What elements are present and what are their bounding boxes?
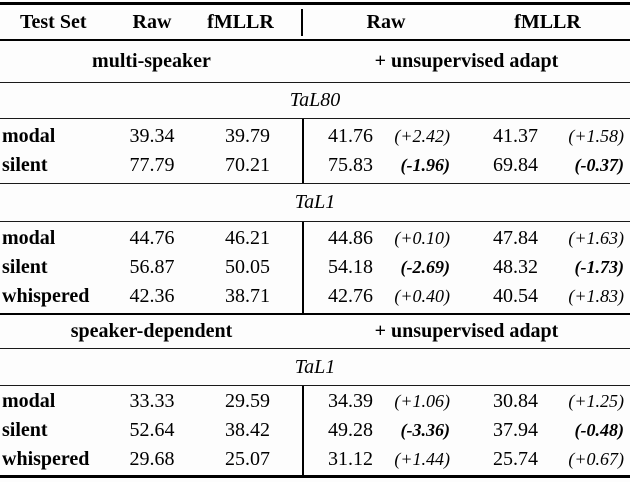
table-row: silent 52.64 38.42 49.28 (-3.36) 37.94 (… — [0, 416, 630, 445]
col-header-test-set: Test Set — [20, 10, 87, 33]
col-header-adapt-raw: Raw — [366, 10, 406, 33]
top-rule — [0, 2, 630, 5]
column-header-row: Test Set Raw fMLLR Raw fMLLR — [0, 5, 630, 39]
cell-raw: 52.64 — [129, 419, 175, 441]
vertical-divider — [302, 386, 304, 475]
divider-rule — [0, 118, 630, 119]
col-header-fmllr: fMLLR — [207, 10, 274, 33]
section-rule — [0, 313, 630, 315]
cell-adapt-fmllr-delta: (+1.83) — [568, 286, 624, 306]
cell-raw: 42.36 — [129, 285, 175, 307]
section-band-multi-speaker: multi-speaker + unsupervised adapt — [0, 41, 630, 82]
divider-rule — [0, 82, 630, 83]
cell-raw: 33.33 — [129, 390, 175, 412]
cell-raw: 77.79 — [129, 154, 175, 176]
dataset-label-tal1-sd: TaL1 — [294, 355, 336, 378]
cell-fmllr: 46.21 — [225, 227, 270, 249]
cell-fmllr: 25.07 — [225, 448, 270, 470]
row-label: silent — [2, 256, 48, 278]
header-vertical-divider — [301, 9, 303, 36]
bottom-rule — [0, 475, 630, 478]
band-label-left: speaker-dependent — [70, 320, 233, 342]
cell-adapt-fmllr: 30.84 — [493, 390, 538, 412]
cell-adapt-fmllr: 69.84 — [493, 154, 538, 176]
cell-adapt-fmllr-delta: (+1.63) — [568, 228, 624, 248]
cell-raw: 39.34 — [129, 125, 175, 147]
band-label-right: + unsupervised adapt — [374, 320, 559, 342]
cell-fmllr: 39.79 — [225, 125, 270, 147]
cell-adapt-raw: 42.76 — [328, 285, 373, 307]
cell-fmllr: 38.71 — [225, 285, 270, 307]
col-header-raw: Raw — [132, 10, 172, 33]
vertical-divider — [302, 119, 304, 183]
cell-adapt-raw: 34.39 — [328, 390, 373, 412]
band-label-left: multi-speaker — [92, 50, 211, 72]
table-row: whispered 29.68 25.07 31.12 (+1.44) 25.7… — [0, 445, 630, 474]
table-row: silent 77.79 70.21 75.83 (-1.96) 69.84 (… — [0, 151, 630, 180]
cell-adapt-raw-delta: (+1.06) — [394, 391, 450, 411]
cell-adapt-fmllr: 47.84 — [493, 227, 538, 249]
row-label: modal — [2, 227, 56, 249]
cell-adapt-raw: 44.86 — [328, 227, 373, 249]
cell-raw: 56.87 — [129, 256, 175, 278]
dataset-label-tal80: TaL80 — [289, 89, 341, 111]
cell-adapt-fmllr: 25.74 — [493, 448, 538, 470]
table-row: modal 33.33 29.59 34.39 (+1.06) 30.84 (+… — [0, 387, 630, 416]
header-rule — [0, 39, 630, 41]
cell-adapt-raw: 31.12 — [328, 448, 373, 470]
col-header-adapt-fmllr: fMLLR — [514, 10, 581, 33]
data-block-tal1-sd: modal 33.33 29.59 34.39 (+1.06) 30.84 (+… — [0, 386, 630, 475]
cell-raw: 29.68 — [129, 448, 175, 470]
cell-fmllr: 38.42 — [225, 419, 270, 441]
row-label: silent — [2, 419, 48, 441]
row-label: silent — [2, 154, 48, 176]
row-label: whispered — [2, 285, 90, 307]
section-band-speaker-dependent: speaker-dependent + unsupervised adapt — [0, 315, 630, 348]
cell-adapt-fmllr: 40.54 — [493, 285, 538, 307]
cell-adapt-raw-delta: (-2.69) — [400, 257, 450, 277]
cell-adapt-raw: 41.76 — [328, 125, 373, 147]
cell-adapt-raw-delta: (+0.40) — [394, 286, 450, 306]
cell-adapt-fmllr: 48.32 — [493, 256, 538, 278]
cell-fmllr: 70.21 — [225, 154, 270, 176]
cell-adapt-raw: 75.83 — [328, 154, 373, 176]
cell-adapt-raw-delta: (-1.96) — [400, 155, 450, 175]
cell-adapt-raw-delta: (+1.44) — [394, 449, 450, 469]
cell-raw: 44.76 — [129, 227, 175, 249]
row-label: whispered — [2, 448, 90, 470]
table-row: whispered 42.36 38.71 42.76 (+0.40) 40.5… — [0, 282, 630, 311]
row-label: modal — [2, 125, 56, 147]
cell-adapt-fmllr-delta: (+1.58) — [568, 126, 624, 146]
cell-adapt-fmllr-delta: (-1.73) — [574, 257, 624, 277]
data-block-tal1: modal 44.76 46.21 44.86 (+0.10) 47.84 (+… — [0, 222, 630, 313]
divider-rule — [0, 385, 630, 386]
row-label: modal — [2, 390, 56, 412]
table-row: modal 39.34 39.79 41.76 (+2.42) 41.37 (+… — [0, 122, 630, 151]
cell-adapt-raw: 49.28 — [328, 419, 373, 441]
divider-rule — [0, 348, 630, 349]
data-block-tal80: modal 39.34 39.79 41.76 (+2.42) 41.37 (+… — [0, 119, 630, 183]
vertical-divider — [302, 222, 304, 313]
table-row: silent 56.87 50.05 54.18 (-2.69) 48.32 (… — [0, 253, 630, 282]
divider-rule — [0, 221, 630, 222]
cell-adapt-raw-delta: (+0.10) — [394, 228, 450, 248]
cell-adapt-raw-delta: (-3.36) — [400, 420, 450, 440]
cell-fmllr: 29.59 — [225, 390, 270, 412]
table-row: modal 44.76 46.21 44.86 (+0.10) 47.84 (+… — [0, 224, 630, 253]
cell-fmllr: 50.05 — [225, 256, 270, 278]
cell-adapt-fmllr-delta: (-0.37) — [574, 155, 624, 175]
cell-adapt-fmllr-delta: (-0.48) — [574, 420, 624, 440]
band-label-right: + unsupervised adapt — [374, 50, 559, 72]
cell-adapt-raw-delta: (+2.42) — [394, 126, 450, 146]
divider-rule — [0, 183, 630, 184]
dataset-label-tal1: TaL1 — [294, 191, 336, 213]
cell-adapt-fmllr: 41.37 — [493, 125, 538, 147]
cell-adapt-fmllr: 37.94 — [493, 419, 538, 441]
cell-adapt-raw: 54.18 — [328, 256, 373, 278]
cell-adapt-fmllr-delta: (+1.25) — [568, 391, 624, 411]
cell-adapt-fmllr-delta: (+0.67) — [568, 449, 624, 469]
